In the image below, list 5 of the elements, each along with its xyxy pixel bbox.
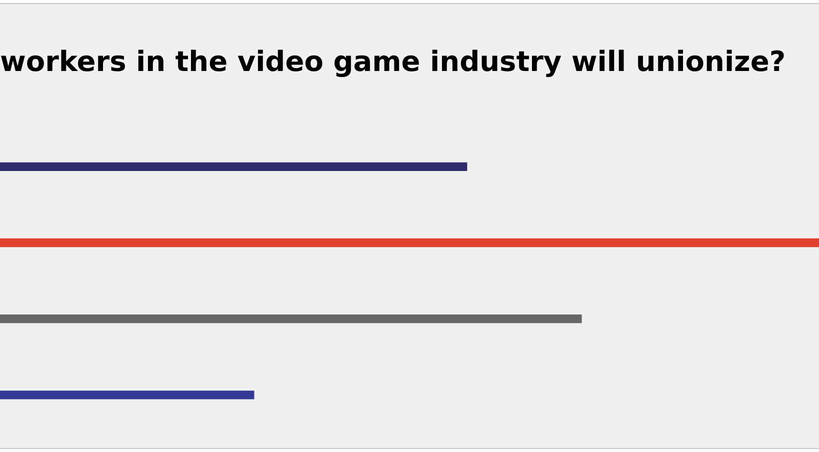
bar bbox=[0, 390, 254, 400]
bar bbox=[0, 238, 819, 248]
chart-title: workers in the video game industry will unionize? bbox=[0, 45, 786, 78]
bar bbox=[0, 162, 468, 171]
bar bbox=[0, 314, 582, 324]
